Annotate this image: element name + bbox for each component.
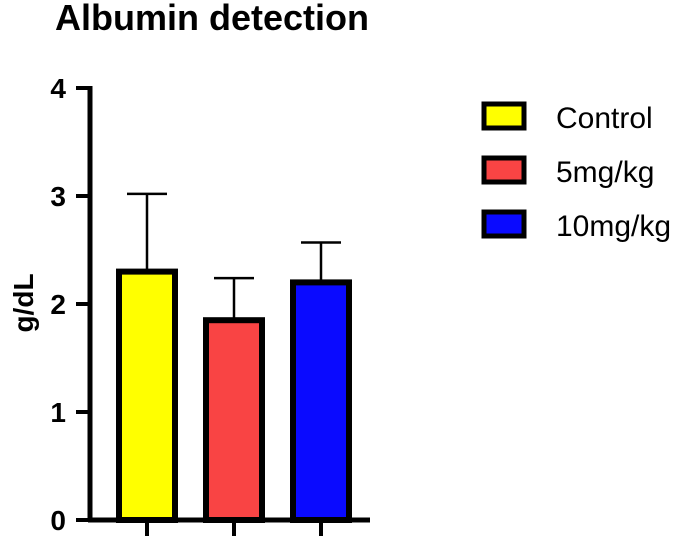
legend-swatch-5mg-kg — [481, 155, 527, 185]
y-axis-label: g/dL — [8, 273, 39, 332]
legend-label-10mg-kg: 10mg/kg — [556, 210, 671, 243]
chart-title: Albumin detection — [55, 0, 369, 38]
legend-label-control: Control — [556, 102, 653, 135]
y-tick-label: 1 — [50, 397, 66, 428]
legend: Control 5mg/kg 10mg/kg — [481, 101, 671, 243]
legend-swatch-10mg-kg — [481, 209, 527, 239]
y-tick-label: 0 — [50, 505, 66, 536]
bar-control — [116, 268, 178, 523]
y-tick-label: 2 — [50, 289, 66, 320]
y-tick-label: 4 — [50, 73, 66, 104]
bar-10mg-kg — [290, 279, 352, 523]
axes-group: 0 1 2 3 4 — [50, 73, 370, 536]
y-tick-label: 3 — [50, 181, 66, 212]
bar-5mg-kg — [203, 317, 265, 524]
bars-group — [116, 192, 352, 524]
legend-swatch-control — [481, 101, 527, 131]
legend-label-5mg-kg: 5mg/kg — [556, 156, 654, 189]
